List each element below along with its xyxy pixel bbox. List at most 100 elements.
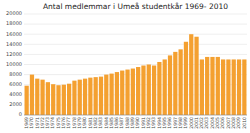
x-tick-label: 1983	[98, 117, 103, 129]
x-tick-label: 1979	[77, 117, 82, 129]
x-tick-label: 2010	[242, 117, 247, 129]
x-tick-label: 1993	[151, 117, 156, 129]
x-tick-label: 1990	[135, 117, 140, 129]
bar	[152, 66, 156, 115]
bar	[179, 49, 183, 115]
x-tick-label: 1996	[167, 117, 172, 129]
y-tick-label: 6000	[9, 81, 22, 87]
y-tick-label: 8000	[9, 71, 22, 77]
x-tick-label: 1986	[114, 117, 119, 129]
chart-svg: 0 2000 4000 6000 8000 10000 12000 14000 16000 180…	[0, 0, 250, 133]
bar	[46, 82, 50, 115]
x-tick-label: 1982	[93, 117, 98, 129]
y-tick-label: 14000	[6, 41, 22, 47]
x-tick-label: 1998	[178, 117, 183, 129]
y-tick-label: 20000	[6, 10, 22, 16]
x-tick-label: 1973	[45, 117, 50, 129]
bar	[242, 59, 246, 115]
bar	[210, 57, 214, 115]
bar	[72, 81, 76, 115]
bar	[200, 59, 204, 115]
x-tick-label: 2008	[231, 117, 236, 129]
x-tick-label: 1999	[183, 117, 188, 129]
y-tick-label: 18000	[6, 20, 22, 26]
x-tick-label: 2006	[220, 117, 225, 129]
bar	[62, 85, 66, 115]
bar	[141, 66, 145, 115]
x-tick-label: 1969	[24, 117, 29, 129]
chart-container: 0 2000 4000 6000 8000 10000 12000 14000 16000 180…	[0, 0, 250, 133]
bars	[25, 34, 247, 115]
y-tick-label: 16000	[6, 31, 22, 37]
bar	[184, 42, 188, 115]
bar	[88, 78, 92, 115]
x-tick-label: 2001	[194, 117, 199, 129]
y-tick-label: 10000	[6, 61, 22, 67]
x-tick-label: 1989	[130, 117, 135, 129]
bar	[168, 55, 172, 115]
grid-line	[24, 54, 247, 55]
bar	[189, 34, 193, 115]
bar	[104, 75, 108, 115]
grid-line	[24, 14, 247, 15]
y-axis: 0 2000 4000 6000 8000 10000 12000 14000 16000 180…	[6, 10, 22, 117]
bar	[157, 62, 161, 115]
x-tick-label: 1985	[109, 117, 114, 129]
x-tick-label: 1974	[50, 117, 55, 129]
y-tick-label: 4000	[9, 91, 22, 97]
x-tick-label: 1981	[88, 117, 93, 129]
x-tick-label: 2005	[215, 117, 220, 129]
bar	[232, 59, 236, 115]
bar	[120, 71, 124, 115]
bar	[163, 59, 167, 115]
bar	[99, 77, 103, 115]
bar	[125, 70, 129, 115]
bar	[30, 75, 34, 115]
y-tick-label: 0	[19, 111, 22, 117]
bar	[35, 79, 39, 115]
x-tick-label: 2004	[210, 117, 215, 129]
bar	[216, 57, 220, 115]
bar	[51, 84, 55, 115]
bar	[147, 65, 151, 116]
x-tick-label: 1997	[173, 117, 178, 129]
bar	[67, 84, 71, 115]
x-tick-label: 1977	[66, 117, 71, 129]
grid-line	[24, 44, 247, 45]
x-tick-label: 1988	[125, 117, 130, 129]
y-tick-label: 12000	[6, 51, 22, 57]
x-tick-label: 2009	[236, 117, 241, 129]
x-axis-line	[24, 115, 247, 116]
x-tick-label: 1970	[29, 117, 34, 129]
bar	[94, 77, 98, 115]
bar	[109, 74, 113, 115]
bar	[83, 79, 87, 115]
x-tick-label: 1980	[82, 117, 87, 129]
bar	[237, 59, 241, 115]
x-tick-label: 2002	[199, 117, 204, 129]
bar	[78, 80, 82, 115]
x-tick-label: 2000	[189, 117, 194, 129]
bar	[131, 69, 135, 115]
bar	[226, 59, 230, 115]
bar	[205, 57, 209, 115]
x-tick-label: 1984	[104, 117, 109, 129]
bar	[194, 37, 198, 115]
x-tick-label: 1992	[146, 117, 151, 129]
x-tick-label: 1994	[157, 117, 162, 129]
y-tick-label: 2000	[9, 101, 22, 107]
x-tick-label: 1995	[162, 117, 167, 129]
bar	[173, 52, 177, 115]
x-axis: 1969197019711972197319741975197619771978…	[24, 117, 247, 129]
grid	[24, 14, 247, 115]
x-tick-label: 2003	[204, 117, 209, 129]
bar	[221, 59, 225, 115]
bar	[56, 85, 60, 115]
x-tick-label: 2007	[226, 117, 231, 129]
x-tick-label: 1976	[61, 117, 66, 129]
x-tick-label: 1991	[141, 117, 146, 129]
bar	[40, 80, 44, 115]
grid-line	[24, 24, 247, 25]
bar	[115, 72, 119, 115]
bar	[136, 67, 140, 115]
